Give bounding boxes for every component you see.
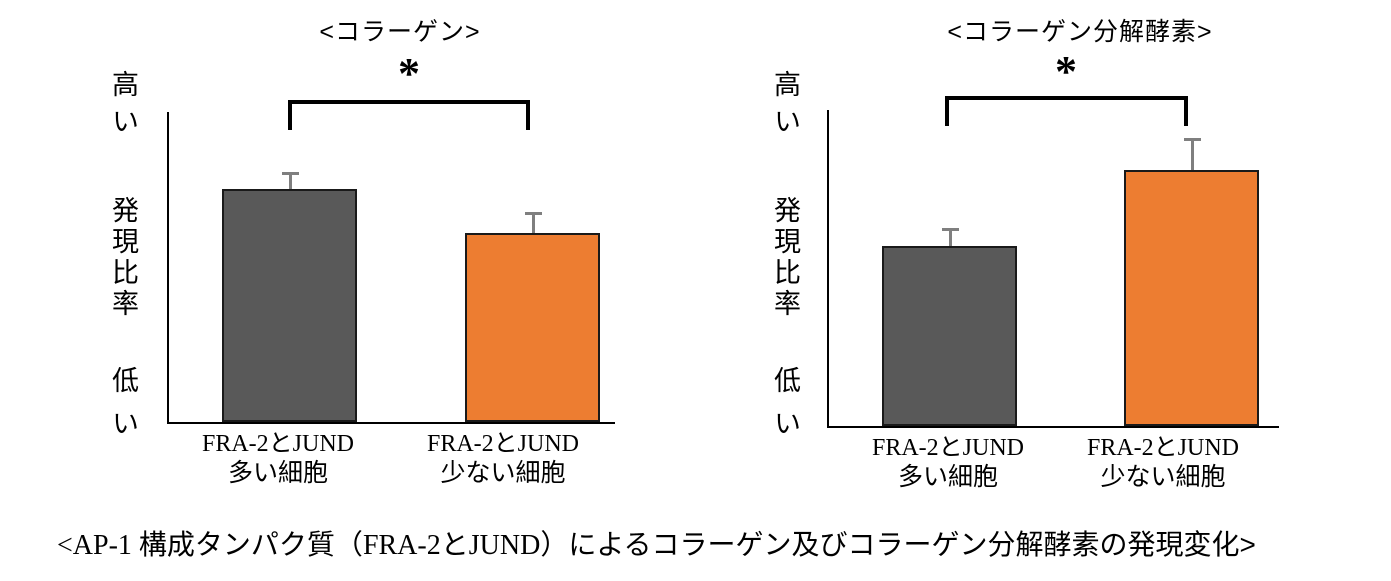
significance-bracket: [288, 100, 530, 130]
bar-fra2-jund-high-cells: [882, 246, 1017, 426]
category-label-high-cells: FRA-2とJUND 多い細胞: [828, 433, 1068, 493]
error-bar-cap: [1183, 138, 1201, 141]
caption-segment: FRA-2: [362, 530, 441, 561]
collagenase-plot-area: [827, 110, 1279, 428]
error-bar-cap: [941, 228, 959, 231]
caption-segment: <AP-1: [57, 530, 139, 561]
caption-segment: JUND: [468, 530, 541, 561]
bar-fra2-jund-high-cells: [222, 189, 357, 422]
category-label-line2: 少ない細胞: [1100, 464, 1226, 491]
error-bar: [1190, 141, 1194, 170]
bar-fra2-jund-low-cells: [465, 233, 600, 422]
caption-segment: と: [440, 529, 469, 560]
significance-asterisk: *: [398, 49, 420, 98]
category-label-line2: 多い細胞: [897, 464, 998, 491]
y-label-high: 高い: [108, 70, 138, 144]
figure-caption: <AP-1 構成タンパク質（FRA-2とJUND）によるコラーゲン及びコラーゲン…: [57, 529, 1256, 562]
significance-bracket: [945, 96, 1188, 126]
caption-segment: 構成タンパク質（: [138, 529, 363, 560]
category-label-line1: FRA-2とJUND: [201, 431, 354, 457]
y-label-high: 高い: [770, 70, 800, 144]
error-bar: [948, 231, 952, 246]
y-label-expression-ratio: 発現比率: [770, 196, 800, 320]
category-label-line2: 多い細胞: [227, 460, 328, 487]
y-label-expression-ratio: 発現比率: [108, 196, 138, 320]
category-label-low-cells: FRA-2とJUND 少ない細胞: [1043, 433, 1283, 493]
error-bar-cap: [524, 212, 542, 215]
bar-fra2-jund-low-cells: [1124, 170, 1259, 426]
category-label-line1: FRA-2とJUND: [871, 435, 1024, 461]
y-label-low: 低い: [770, 366, 800, 452]
error-bar-cap: [281, 172, 299, 175]
caption-segment: ）によるコラーゲン及びコラーゲン分解酵素の発現変化>: [540, 529, 1256, 560]
category-label-high-cells: FRA-2とJUND 多い細胞: [158, 429, 398, 489]
collagen-chart-title: <コラーゲン>: [319, 18, 481, 46]
significance-asterisk: *: [1055, 47, 1077, 96]
error-bar: [531, 215, 535, 233]
category-label-low-cells: FRA-2とJUND 少ない細胞: [383, 429, 623, 489]
category-label-line2: 少ない細胞: [440, 460, 566, 487]
category-label-line1: FRA-2とJUND: [1086, 435, 1239, 461]
error-bar: [288, 175, 292, 189]
y-label-low: 低い: [108, 366, 138, 452]
category-label-line1: FRA-2とJUND: [426, 431, 579, 457]
collagen-plot-area: [167, 112, 615, 424]
collagenase-chart-title: <コラーゲン分解酵素>: [947, 18, 1213, 46]
